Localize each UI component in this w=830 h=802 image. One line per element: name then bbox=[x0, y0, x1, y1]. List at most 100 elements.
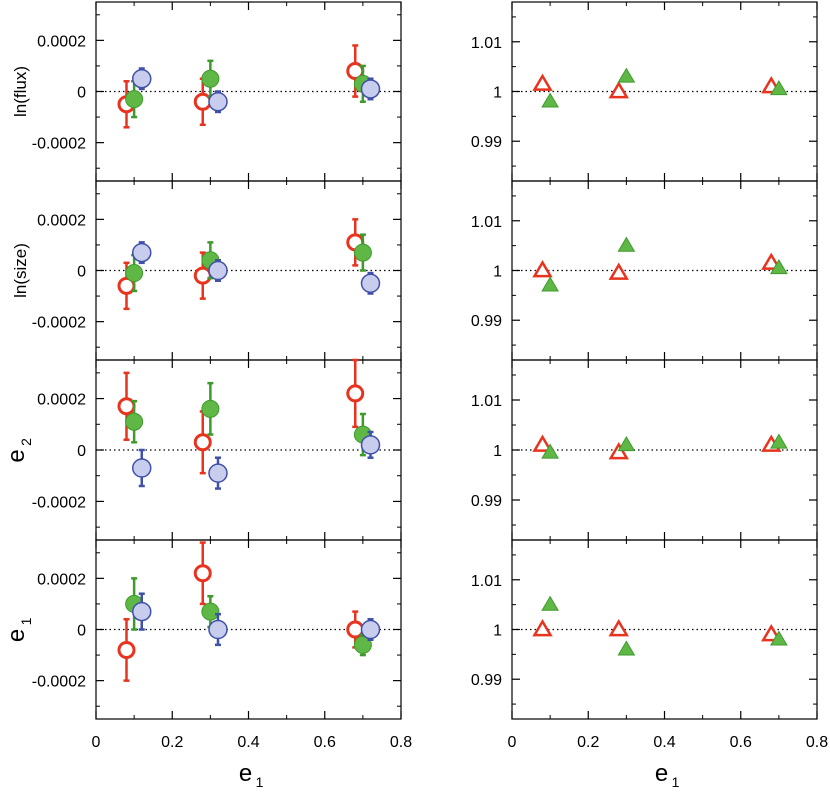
series-blue-shaded-circle bbox=[132, 67, 381, 114]
data-point bbox=[541, 595, 559, 611]
data-point bbox=[541, 276, 559, 292]
y-axis-label: e2 bbox=[3, 438, 34, 463]
data-point bbox=[132, 242, 152, 263]
data-point bbox=[201, 69, 220, 88]
data-point bbox=[125, 90, 144, 109]
data-point bbox=[353, 635, 372, 654]
data-point bbox=[532, 73, 553, 91]
series-green-filled-circle bbox=[125, 577, 372, 657]
y-tick-label: -0.0002 bbox=[32, 494, 86, 511]
panel-left-row-2: -0.0002 0 0.0002 ln(size) bbox=[11, 180, 402, 361]
y-tick-label: 0.99 bbox=[471, 672, 502, 689]
x-tick-label: 0.4 bbox=[653, 734, 675, 751]
y-axis-label-subscript: 1 bbox=[18, 617, 34, 625]
x-tick-label: 0.8 bbox=[806, 734, 828, 751]
data-point bbox=[770, 630, 788, 646]
y-axis-label: e1 bbox=[3, 617, 34, 642]
data-point bbox=[532, 260, 553, 278]
y-axis-label: ln(size) bbox=[11, 243, 30, 298]
data-point bbox=[201, 602, 220, 621]
data-point bbox=[208, 463, 228, 483]
x-tick-label: 0.6 bbox=[314, 734, 336, 751]
series-blue-shaded-circle bbox=[132, 592, 381, 647]
y-tick-label: 0 bbox=[77, 443, 86, 460]
series-green-filled-circle bbox=[125, 381, 372, 457]
x-tick-label: 0 bbox=[508, 734, 517, 751]
panel-right-row-2: 0.99 1 1.01 bbox=[471, 180, 818, 361]
y-tick-label: 0.0002 bbox=[37, 571, 86, 588]
data-point bbox=[608, 262, 629, 280]
data-point bbox=[353, 243, 372, 262]
data-point bbox=[201, 399, 220, 418]
data-point bbox=[193, 564, 212, 583]
x-tick-label: 0.8 bbox=[390, 734, 412, 751]
data-point bbox=[360, 619, 381, 640]
series-green-filled-triangle bbox=[541, 433, 788, 459]
data-point bbox=[617, 640, 636, 656]
data-point bbox=[360, 435, 381, 455]
panel-right-row-1: 0.99 1 1.01 bbox=[471, 1, 818, 182]
y-tick-label: -0.0002 bbox=[32, 136, 86, 153]
x-tick-label: 0 bbox=[92, 734, 101, 751]
y-tick-label: 1 bbox=[493, 85, 502, 102]
y-tick-label: 1 bbox=[493, 264, 502, 281]
data-point bbox=[125, 264, 144, 283]
data-point bbox=[617, 436, 636, 452]
data-point bbox=[132, 458, 152, 478]
y-tick-label: 0.99 bbox=[471, 493, 502, 510]
series-red-open-triangle bbox=[532, 619, 782, 642]
y-axis-label: ln(flux) bbox=[11, 66, 30, 117]
x-tick-label: 0.2 bbox=[161, 734, 183, 751]
data-point bbox=[770, 80, 788, 96]
panel-left-row-1: -0.0002 0 0.0002 ln(flux) bbox=[11, 1, 402, 182]
y-tick-label: 1.01 bbox=[471, 393, 502, 410]
y-axis-label-subscript: 2 bbox=[18, 438, 34, 446]
data-point bbox=[360, 273, 381, 294]
data-point bbox=[208, 260, 228, 281]
series-green-filled-triangle bbox=[541, 595, 788, 656]
x-axis-layer: 0 0.2 0.4 0.6 0.8e 10 0.2 0.4 0.6 0.8e 1 bbox=[92, 734, 829, 790]
panel-right-row-4: 0.99 1 1.01 bbox=[471, 539, 818, 720]
data-point bbox=[541, 92, 559, 108]
data-point bbox=[532, 619, 553, 637]
data-point bbox=[132, 68, 152, 89]
series-blue-shaded-circle bbox=[132, 241, 381, 295]
data-point bbox=[608, 619, 629, 637]
data-point bbox=[117, 640, 136, 659]
series-green-filled-triangle bbox=[541, 236, 788, 292]
y-tick-label: 0.99 bbox=[471, 313, 502, 330]
series-red-open-circle bbox=[117, 44, 365, 129]
panel-right-row-3: 0.99 1 1.01 bbox=[471, 359, 818, 541]
data-point bbox=[541, 443, 559, 459]
data-point bbox=[208, 619, 228, 640]
x-axis-label-main: e bbox=[239, 760, 252, 787]
series-green-filled-circle bbox=[125, 233, 372, 293]
data-point bbox=[532, 434, 553, 452]
series-red-open-triangle bbox=[532, 252, 782, 280]
data-point bbox=[770, 433, 788, 449]
data-point bbox=[360, 79, 381, 99]
x-axis-label-subscript: 1 bbox=[672, 774, 680, 790]
series-green-filled-circle bbox=[125, 59, 372, 119]
data-point bbox=[608, 81, 629, 99]
y-tick-label: 0 bbox=[77, 264, 86, 281]
y-axis-label-main: e bbox=[3, 449, 30, 462]
y-tick-label: -0.0002 bbox=[32, 315, 86, 332]
x-axis-label-subscript: 1 bbox=[256, 774, 264, 790]
series-red-open-circle bbox=[117, 218, 365, 311]
y-tick-label: 0.0002 bbox=[37, 392, 86, 409]
y-tick-label: 1 bbox=[493, 443, 502, 460]
x-tick-label: 0.4 bbox=[237, 734, 259, 751]
y-tick-label: 1.01 bbox=[471, 35, 502, 52]
series-red-open-triangle bbox=[532, 73, 782, 99]
data-point bbox=[132, 601, 152, 622]
panels-layer: -0.0002 0 0.0002 ln(flux) -0.0002 0 0.0002 ln(s… bbox=[3, 1, 818, 720]
x-axis-left: 0 0.2 0.4 0.6 0.8 e 1 bbox=[92, 734, 413, 790]
series-red-open-circle bbox=[117, 358, 365, 475]
x-axis-right: 0 0.2 0.4 0.6 0.8 e 1 bbox=[508, 734, 829, 790]
data-point bbox=[193, 433, 212, 452]
x-axis-label-main: e bbox=[655, 760, 668, 787]
series-red-open-circle bbox=[117, 541, 365, 682]
